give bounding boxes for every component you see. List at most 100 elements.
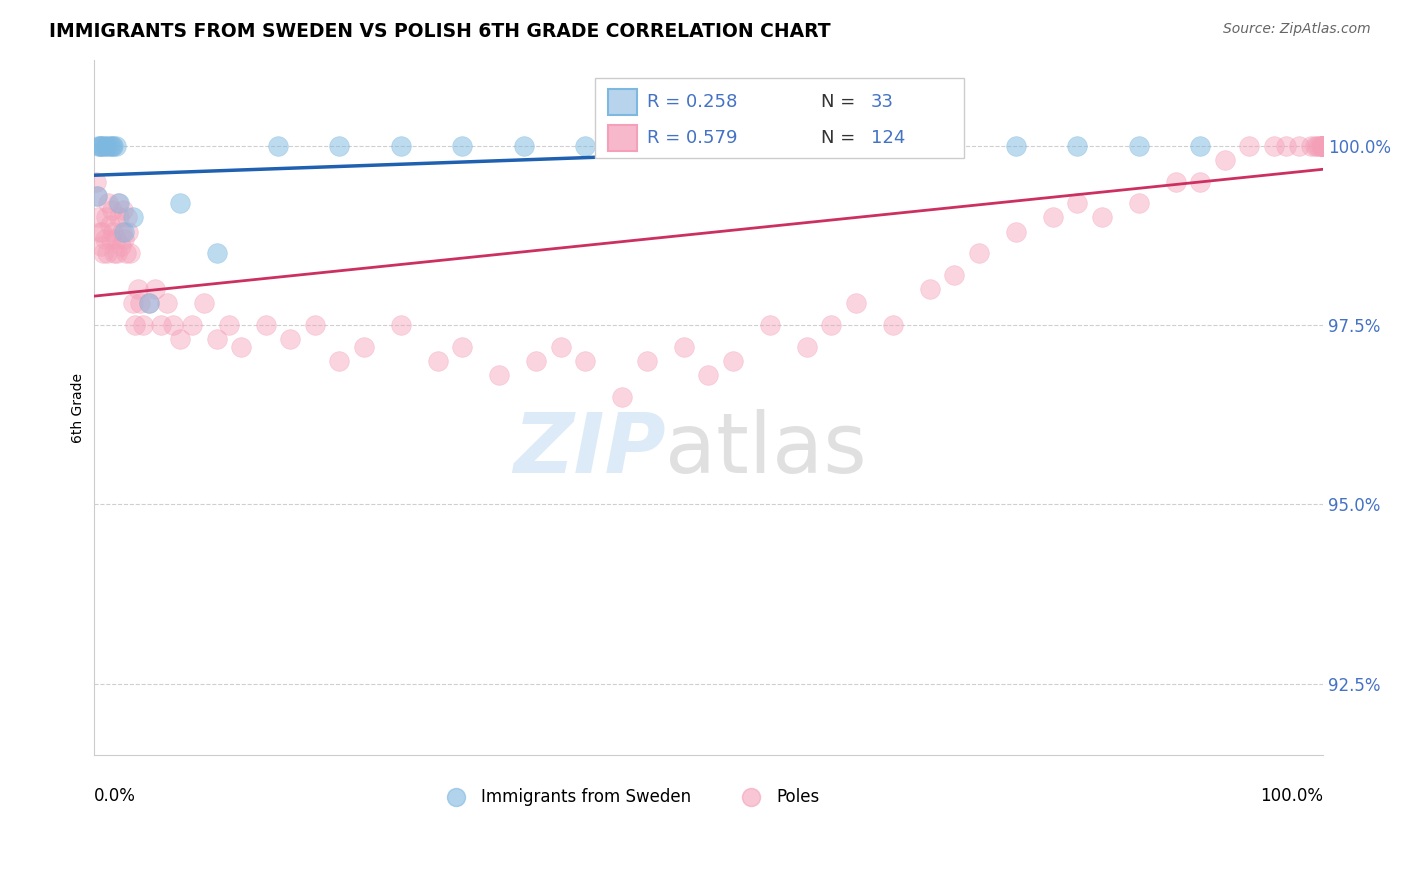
Point xyxy=(98,218,121,232)
Point xyxy=(1312,138,1334,153)
Point xyxy=(1128,196,1150,211)
Point xyxy=(1189,175,1212,189)
Point xyxy=(304,318,326,332)
Point xyxy=(93,138,115,153)
Point xyxy=(1312,138,1334,153)
Point xyxy=(612,390,634,404)
Point xyxy=(1309,138,1331,153)
Point xyxy=(672,339,695,353)
Point xyxy=(112,203,135,218)
Point xyxy=(1303,138,1326,153)
Point xyxy=(1042,211,1064,225)
Text: IMMIGRANTS FROM SWEDEN VS POLISH 6TH GRADE CORRELATION CHART: IMMIGRANTS FROM SWEDEN VS POLISH 6TH GRA… xyxy=(49,22,831,41)
Text: Immigrants from Sweden: Immigrants from Sweden xyxy=(481,789,690,806)
Point xyxy=(697,368,720,383)
Point xyxy=(138,296,160,310)
Point xyxy=(820,318,842,332)
Point xyxy=(120,246,142,260)
Point xyxy=(1004,138,1026,153)
Point xyxy=(1189,138,1212,153)
Point xyxy=(524,354,547,368)
Point xyxy=(882,318,904,332)
Point xyxy=(103,246,125,260)
Point xyxy=(193,296,215,310)
Point xyxy=(90,239,112,253)
Point xyxy=(96,246,118,260)
Text: 0.0%: 0.0% xyxy=(94,787,135,805)
Point xyxy=(697,138,720,153)
Point xyxy=(1312,138,1334,153)
Point xyxy=(112,225,135,239)
Point xyxy=(1312,138,1334,153)
Point xyxy=(328,354,350,368)
Point xyxy=(91,225,114,239)
Text: 100.0%: 100.0% xyxy=(1260,787,1323,805)
Point xyxy=(229,339,252,353)
Point xyxy=(1004,225,1026,239)
Point xyxy=(328,138,350,153)
Point xyxy=(97,196,120,211)
Point xyxy=(112,232,135,246)
Point xyxy=(1312,138,1334,153)
Point xyxy=(117,225,139,239)
Text: ZIP: ZIP xyxy=(513,409,665,490)
Point xyxy=(1263,138,1285,153)
Point xyxy=(1091,211,1114,225)
Point xyxy=(1312,138,1334,153)
Point xyxy=(132,318,155,332)
Point xyxy=(169,196,191,211)
Point xyxy=(1312,138,1334,153)
Point xyxy=(254,318,277,332)
Point xyxy=(1312,138,1334,153)
Point xyxy=(90,138,112,153)
Point xyxy=(150,318,173,332)
Point xyxy=(94,211,117,225)
Text: 33: 33 xyxy=(870,93,894,111)
Point xyxy=(101,203,124,218)
Point xyxy=(104,232,127,246)
Point xyxy=(1312,138,1334,153)
Point xyxy=(103,225,125,239)
Point xyxy=(93,246,115,260)
Point xyxy=(451,339,474,353)
Point xyxy=(488,368,510,383)
FancyBboxPatch shape xyxy=(607,89,637,115)
Point xyxy=(796,339,818,353)
Point xyxy=(1312,138,1334,153)
Point xyxy=(84,175,107,189)
Point xyxy=(104,138,127,153)
Text: R = 0.258: R = 0.258 xyxy=(647,93,737,111)
Point xyxy=(96,138,118,153)
Point xyxy=(169,332,191,346)
Point xyxy=(89,225,111,239)
Point xyxy=(143,282,166,296)
Point xyxy=(636,354,658,368)
Point xyxy=(1299,138,1322,153)
Point xyxy=(122,296,145,310)
Text: 124: 124 xyxy=(870,129,905,147)
Point xyxy=(1312,138,1334,153)
Point xyxy=(1312,138,1334,153)
Point xyxy=(1164,175,1187,189)
Point xyxy=(1312,138,1334,153)
Point xyxy=(1312,138,1334,153)
Point xyxy=(103,138,125,153)
Y-axis label: 6th Grade: 6th Grade xyxy=(72,373,86,442)
Point xyxy=(721,354,744,368)
FancyBboxPatch shape xyxy=(595,78,965,159)
Point xyxy=(845,296,868,310)
Point xyxy=(111,225,134,239)
Point xyxy=(1312,138,1334,153)
Point xyxy=(93,232,115,246)
Point xyxy=(1312,138,1334,153)
Point xyxy=(1312,138,1334,153)
Point xyxy=(89,138,111,153)
Point xyxy=(550,339,572,353)
Point xyxy=(1312,138,1334,153)
Point xyxy=(87,211,110,225)
Point xyxy=(91,138,114,153)
Point xyxy=(820,138,842,153)
Point xyxy=(1239,138,1261,153)
Point xyxy=(205,246,228,260)
Point xyxy=(122,211,145,225)
